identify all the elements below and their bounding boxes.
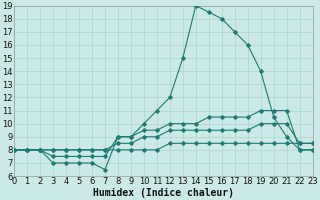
X-axis label: Humidex (Indice chaleur): Humidex (Indice chaleur) xyxy=(93,188,234,198)
